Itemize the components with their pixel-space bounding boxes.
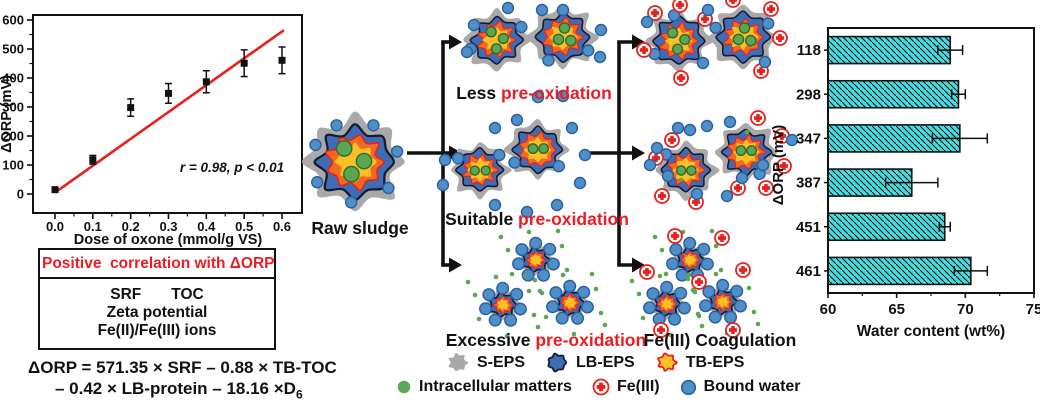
- bar-xlabel: Water content (wt%): [857, 323, 1005, 340]
- scatter-xtick: 0.3: [159, 219, 177, 234]
- bar-category-label: 387: [796, 175, 821, 192]
- data-point: [165, 89, 172, 97]
- fe3-icon: [592, 378, 610, 396]
- scatter-ylabel: ΔORP (mV): [0, 75, 15, 153]
- scatter-ytick: 500: [2, 42, 24, 57]
- fit-line: [54, 29, 285, 194]
- legend-label-bound-water: Bound water: [703, 378, 801, 395]
- legend-row-particles: Intracellular matters Fe(III) Bound wate…: [396, 378, 821, 396]
- equation-line-2: – 0.42 × LB-protein – 18.16 ×D6: [55, 379, 303, 402]
- water-content-bar-chart: 118 298 347 387 451 461 60 65 70 75 Water content …: [770, 27, 1040, 340]
- scatter-ytick: 100: [2, 158, 24, 173]
- suitable-preoxidation-flocs: [436, 89, 592, 219]
- excessive-coagulation-flocs: [629, 228, 761, 338]
- legend-item-fe3: Fe(III): [592, 378, 660, 396]
- raw-sludge-label: Raw sludge: [311, 218, 409, 238]
- fe3-coagulation-label: Fe(III) Coagulation: [643, 330, 797, 350]
- scatter-xtick: 0.0: [46, 219, 64, 234]
- scatter-ytick: 200: [2, 129, 24, 144]
- scatter-ytick: 600: [2, 13, 24, 28]
- data-point: [240, 59, 248, 67]
- arrowhead: [449, 34, 462, 50]
- legend-item-lb-eps: LB-EPS: [545, 351, 635, 374]
- scatter-xtick: 0.1: [84, 219, 102, 234]
- legend-row-eps: S-EPS LB-EPS TB-EPS: [446, 351, 764, 374]
- scatter-annotation: r = 0.98, p < 0.01: [180, 160, 284, 175]
- correlation-box: Positive correlation with ΔORP SRF TOC Ze…: [38, 248, 276, 350]
- data-point: [278, 56, 286, 64]
- correlation-box-header: Positive correlation with ΔORP: [40, 250, 275, 279]
- branch-arrows: [585, 34, 645, 273]
- scatter-ytick: 400: [2, 71, 24, 86]
- legend-label-lb-eps: LB-EPS: [576, 353, 635, 371]
- excessive-preoxidation-label: Excessive pre-oxidation: [445, 330, 647, 350]
- legend-label-s-eps: S-EPS: [477, 353, 526, 371]
- less-coagulation-flocs: [636, 0, 788, 86]
- less-preoxidation-label: Less pre-oxidation: [456, 83, 612, 103]
- data-point: [51, 186, 59, 194]
- data-point: [202, 78, 210, 86]
- correlation-item-zeta: Zeta potential: [106, 304, 208, 321]
- data-point: [127, 104, 135, 112]
- scatter-xtick: 0.5: [235, 219, 253, 234]
- scatter-xtick: 0.6: [273, 219, 291, 234]
- suitable-coagulation-flocs: [643, 110, 799, 210]
- equation-line-1: ΔORP = 571.35 × SRF – 0.88 × TB-TOC: [28, 358, 337, 377]
- scatter-ytick: 300: [2, 100, 24, 115]
- arrowhead: [632, 34, 645, 50]
- equation-subscript: 6: [295, 387, 303, 402]
- scatter-xtick: 0.4: [197, 219, 216, 234]
- raw-sludge-illustration: [301, 111, 405, 212]
- legend-label-tb-eps: TB-EPS: [685, 353, 745, 371]
- branch-arrows: [407, 34, 462, 273]
- scatter-xtick: 0.2: [122, 219, 140, 234]
- scatter-ytick: 0: [17, 187, 24, 202]
- data-point: [89, 156, 97, 164]
- bar-category-label: 451: [796, 219, 821, 236]
- s-eps-icon: [448, 353, 469, 372]
- legend-label-intracellular: Intracellular matters: [419, 378, 572, 395]
- correlation-box-body: SRF TOC Zeta potential Fe(II)/Fe(III) ion…: [40, 279, 274, 348]
- correlation-item-fe-ions: Fe(II)/Fe(III) ions: [97, 322, 217, 339]
- bar-category-label: 118: [797, 42, 821, 59]
- legend-label-fe3: Fe(III): [616, 378, 660, 395]
- legend-item-tb-eps: TB-EPS: [655, 351, 745, 374]
- arrowhead: [632, 145, 645, 161]
- legend-item-bound-water: Bound water: [680, 378, 801, 396]
- arrowhead: [449, 257, 462, 273]
- intracellular-matters-icon: [397, 380, 411, 394]
- correlation-item-srf: SRF: [110, 286, 142, 303]
- bar-xtick: 60: [820, 301, 837, 318]
- excessive-preoxidation-flocs: [465, 228, 608, 339]
- bar-category-label: 347: [796, 130, 821, 147]
- bar-ylabel: ΔORP (mV): [770, 125, 787, 206]
- less-preoxidation-flocs: [460, 1, 608, 72]
- orp-scatter-chart: 0 100 200 300 400 500 600 0.0 0.1 0.2 0.3 0.4 0.5 0.6…: [0, 13, 303, 248]
- legend-item-intracellular: Intracellular matters: [396, 378, 572, 396]
- scatter-xlabel: Dose of oxone (mmol/g VS): [74, 232, 263, 248]
- bar-xtick: 75: [1026, 301, 1040, 318]
- mechanism-diagram: [301, 0, 799, 339]
- correlation-item-toc: TOC: [171, 286, 204, 303]
- bar-category-label: 461: [796, 263, 821, 280]
- regression-equation: ΔORP = 571.35 × SRF – 0.88 × TB-TOC – 0.…: [28, 357, 337, 405]
- tb-eps-icon: [656, 352, 678, 372]
- bar-xtick: 65: [888, 301, 905, 318]
- arrowhead: [632, 257, 645, 273]
- legend-item-s-eps: S-EPS: [446, 351, 525, 374]
- correlation-item-row: SRF TOC: [40, 286, 274, 304]
- lb-eps-icon: [547, 352, 568, 373]
- bar-category-label: 298: [796, 86, 821, 103]
- suitable-preoxidation-label: Suitable pre-oxidation: [445, 209, 629, 229]
- bound-water-icon: [680, 379, 696, 395]
- bar-xtick: 70: [957, 301, 974, 318]
